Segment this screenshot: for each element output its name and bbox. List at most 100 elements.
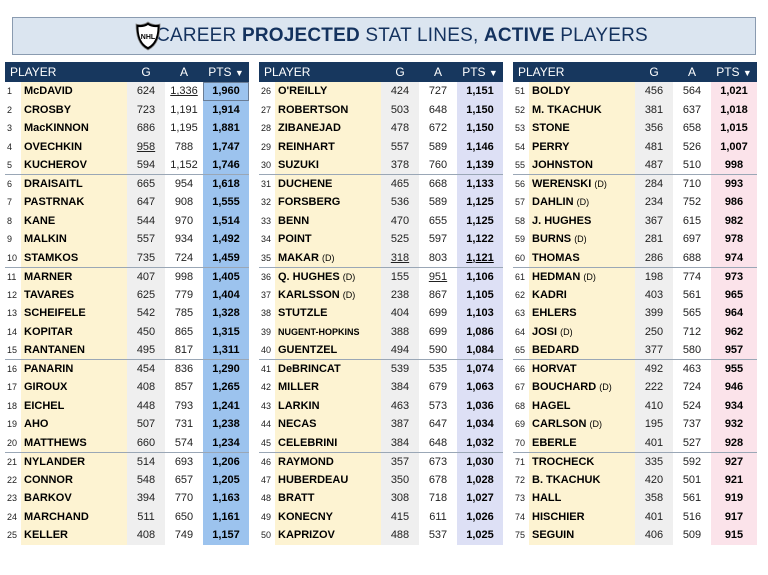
table-row: 28 ZIBANEJAD 478 672 1,150 bbox=[259, 119, 503, 138]
assists-cell: 580 bbox=[673, 341, 711, 360]
points-value: 982 bbox=[724, 214, 744, 227]
player-name: PERRY bbox=[532, 140, 570, 153]
assists-value: 658 bbox=[682, 122, 702, 135]
table-row: 21 NYLANDER 514 693 1,206 bbox=[5, 452, 249, 471]
header-player[interactable]: PLAYER bbox=[259, 62, 381, 82]
table-row: 34 POINT 525 597 1,122 bbox=[259, 230, 503, 249]
assists-value: 679 bbox=[428, 381, 448, 394]
sort-descending-icon[interactable]: ▼ bbox=[234, 68, 244, 78]
assists-value: 951 bbox=[428, 270, 448, 283]
header-assists[interactable]: A bbox=[673, 62, 711, 82]
rank-cell: 1 bbox=[7, 86, 13, 97]
points-value: 1,018 bbox=[720, 103, 748, 116]
player-name: DRAISAITL bbox=[24, 178, 83, 190]
player-name: ZIBANEJAD bbox=[278, 122, 341, 135]
table-row: 59 BURNS (D) 281 697 978 bbox=[513, 230, 757, 249]
points-value: 1,030 bbox=[466, 455, 494, 468]
goals-cell: 281 bbox=[635, 230, 673, 249]
sort-descending-icon[interactable]: ▼ bbox=[742, 68, 752, 78]
rank-cell: 65 bbox=[513, 341, 529, 360]
assists-value: 526 bbox=[682, 140, 702, 153]
player-name: STAMKOS bbox=[24, 251, 79, 264]
points-cell: 1,106 bbox=[457, 267, 503, 286]
points-value: 1,328 bbox=[212, 307, 240, 320]
points-cell: 1,618 bbox=[203, 174, 249, 193]
goals-cell: 594 bbox=[127, 156, 165, 175]
assists-cell: 561 bbox=[673, 489, 711, 508]
rank-cell: 26 bbox=[261, 86, 272, 97]
assists-value: 865 bbox=[174, 325, 194, 338]
player-name: NUGENT-HOPKINS bbox=[278, 326, 360, 337]
assists-value: 688 bbox=[682, 251, 702, 264]
player-cell: BOLDY bbox=[529, 82, 635, 101]
sort-descending-icon[interactable]: ▼ bbox=[488, 68, 498, 78]
header-goals[interactable]: G bbox=[127, 62, 165, 82]
goals-cell: 250 bbox=[635, 322, 673, 341]
header-goals[interactable]: G bbox=[635, 62, 673, 82]
rank-cell: 53 bbox=[515, 123, 526, 134]
player-name: MacKINNON bbox=[24, 122, 89, 135]
header-points[interactable]: PTS ▼ bbox=[203, 62, 249, 82]
header-assists[interactable]: A bbox=[165, 62, 203, 82]
player-cell: PERRY bbox=[529, 137, 635, 156]
header-points[interactable]: PTS ▼ bbox=[457, 62, 503, 82]
table-row: 18 EICHEL 448 793 1,241 bbox=[5, 396, 249, 415]
rank-cell: 30 bbox=[259, 156, 275, 175]
goals-cell: 424 bbox=[381, 82, 419, 101]
defense-tag: (D) bbox=[342, 289, 356, 300]
table-row: 41 DeBRINCAT 539 535 1,074 bbox=[259, 359, 503, 378]
goals-value: 557 bbox=[136, 233, 156, 246]
header-player[interactable]: PLAYER bbox=[5, 62, 127, 82]
header-assists[interactable]: A bbox=[419, 62, 457, 82]
points-cell: 1,074 bbox=[457, 359, 503, 378]
points-cell: 1,161 bbox=[203, 507, 249, 526]
rank-cell: 19 bbox=[7, 419, 18, 430]
points-value: 1,311 bbox=[212, 344, 240, 356]
goals-value: 456 bbox=[644, 85, 664, 98]
goals-cell: 494 bbox=[381, 341, 419, 360]
assists-cell: 564 bbox=[673, 82, 711, 101]
player-cell: KADRI bbox=[529, 285, 635, 304]
goals-cell: 470 bbox=[381, 211, 419, 230]
rank-cell: 67 bbox=[515, 382, 526, 393]
assists-value: 647 bbox=[428, 418, 448, 431]
rank-cell: 24 bbox=[7, 511, 18, 522]
goals-value: 350 bbox=[390, 473, 410, 486]
assists-cell: 527 bbox=[673, 433, 711, 453]
player-cell: HALL bbox=[529, 489, 635, 508]
goals-cell: 403 bbox=[635, 285, 673, 304]
goals-cell: 625 bbox=[127, 285, 165, 304]
rank-cell: 63 bbox=[515, 308, 526, 319]
player-name: HEDMAN bbox=[532, 270, 581, 283]
nhl-shield-icon: NHL bbox=[135, 21, 161, 51]
header-points[interactable]: PTS ▼ bbox=[711, 62, 757, 82]
rank-cell: 14 bbox=[7, 326, 18, 337]
points-value: 957 bbox=[724, 344, 744, 356]
stats-table-3: PLAYER G A PTS ▼ 51 BOLDY 456 564 1,021 52 M. TKAC… bbox=[513, 62, 757, 545]
assists-cell: 510 bbox=[673, 156, 711, 175]
title-bold-active: ACTIVE bbox=[483, 25, 555, 46]
goals-cell: 381 bbox=[635, 100, 673, 119]
table-row: 52 M. TKACHUK 381 637 1,018 bbox=[513, 100, 757, 119]
assists-value: 535 bbox=[428, 363, 448, 375]
goals-value: 495 bbox=[136, 344, 156, 356]
player-cell: LARKIN bbox=[275, 396, 381, 415]
player-name: TAVARES bbox=[24, 288, 75, 301]
header-goals[interactable]: G bbox=[381, 62, 419, 82]
points-cell: 1,234 bbox=[203, 433, 249, 453]
goals-value: 536 bbox=[390, 196, 410, 209]
table-row: 16 PANARIN 454 836 1,290 bbox=[5, 359, 249, 378]
points-value: 1,163 bbox=[212, 492, 240, 505]
player-name: BEDARD bbox=[532, 344, 580, 356]
header-points-label: PTS bbox=[208, 65, 232, 79]
points-value: 965 bbox=[724, 288, 744, 301]
player-name: STONE bbox=[532, 122, 570, 135]
assists-value: 573 bbox=[428, 399, 448, 412]
player-cell: STUTZLE bbox=[275, 304, 381, 323]
assists-cell: 574 bbox=[165, 433, 203, 453]
header-player[interactable]: PLAYER bbox=[513, 62, 635, 82]
goals-cell: 384 bbox=[381, 378, 419, 397]
player-cell: PANARIN bbox=[21, 359, 127, 378]
goals-cell: 542 bbox=[127, 304, 165, 323]
player-name: KANE bbox=[24, 214, 56, 227]
